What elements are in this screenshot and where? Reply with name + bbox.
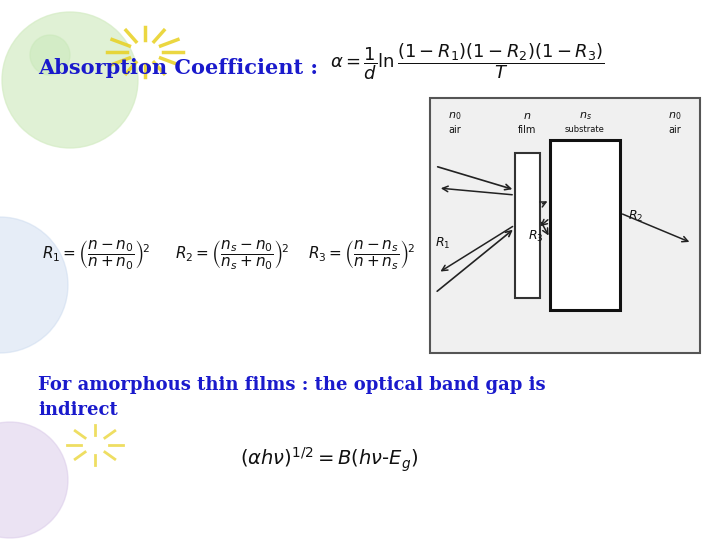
Text: For amorphous thin films : the optical band gap is: For amorphous thin films : the optical b… <box>38 376 546 394</box>
Text: $R_2 = \left(\dfrac{n_s-n_0}{n_s+n_0}\right)^{\!2}$: $R_2 = \left(\dfrac{n_s-n_0}{n_s+n_0}\ri… <box>175 239 289 272</box>
Text: indirect: indirect <box>38 401 118 419</box>
Text: substrate: substrate <box>565 125 605 134</box>
Text: air: air <box>449 125 462 135</box>
Text: $n_0$: $n_0$ <box>668 110 682 122</box>
Circle shape <box>2 12 138 148</box>
Circle shape <box>0 217 68 353</box>
Text: $\alpha = \dfrac{1}{d}\ln\dfrac{(1-R_1)(1-R_2)(1-R_3)}{T}$: $\alpha = \dfrac{1}{d}\ln\dfrac{(1-R_1)(… <box>330 42 605 82</box>
Text: $n_s$: $n_s$ <box>579 110 591 122</box>
Text: $n_0$: $n_0$ <box>449 110 462 122</box>
Bar <box>550 140 620 310</box>
Text: $n$: $n$ <box>523 111 531 121</box>
Text: $R_3$: $R_3$ <box>528 228 544 244</box>
Text: $R_3 = \left(\dfrac{n-n_s}{n+n_s}\right)^{\!2}$: $R_3 = \left(\dfrac{n-n_s}{n+n_s}\right)… <box>308 239 415 272</box>
Circle shape <box>0 422 68 538</box>
Text: air: air <box>669 125 681 135</box>
Circle shape <box>30 35 70 75</box>
Bar <box>430 98 700 353</box>
Text: film: film <box>518 125 536 135</box>
Text: $(\alpha h\nu)^{1/2} = B(h\nu\text{-}E_g)$: $(\alpha h\nu)^{1/2} = B(h\nu\text{-}E_g… <box>240 446 418 474</box>
Bar <box>515 153 540 298</box>
Text: $R_1$: $R_1$ <box>435 235 451 251</box>
Text: Absorption Coefficient :: Absorption Coefficient : <box>38 58 318 78</box>
Text: $R_2$: $R_2$ <box>628 208 643 224</box>
Text: $R_1 = \left(\dfrac{n-n_0}{n+n_0}\right)^{\!2}$: $R_1 = \left(\dfrac{n-n_0}{n+n_0}\right)… <box>42 239 150 272</box>
